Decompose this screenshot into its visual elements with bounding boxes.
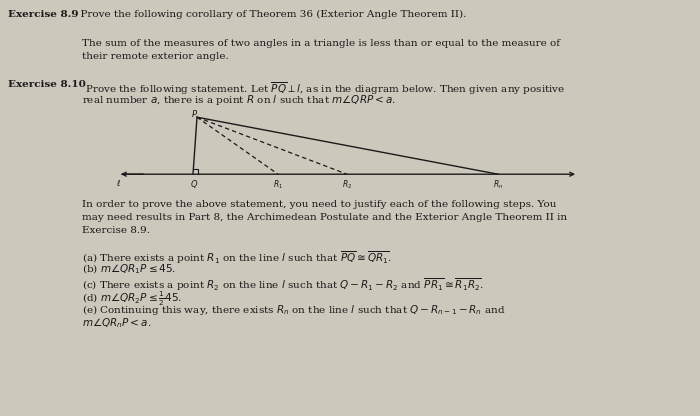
Text: $Q$: $Q$ [190,178,198,190]
Text: (e) Continuing this way, there exists $R_n$ on the line $l$ such that $Q - R_{n-: (e) Continuing this way, there exists $R… [82,302,505,317]
Text: (a) There exists a point $R_1$ on the line $l$ such that $\overline{PQ} \cong \o: (a) There exists a point $R_1$ on the li… [82,250,392,266]
Text: $P$: $P$ [192,108,199,119]
Text: (b) $m\angle QR_1P \leq 45$.: (b) $m\angle QR_1P \leq 45$. [82,263,176,277]
Text: $R_n$: $R_n$ [493,178,503,191]
Text: (c) There exists a point $R_2$ on the line $l$ such that $Q - R_1 - R_2$ and $\o: (c) There exists a point $R_2$ on the li… [82,276,484,293]
Text: Exercise 8.9.: Exercise 8.9. [82,226,150,235]
Text: Exercise 8.10: Exercise 8.10 [8,80,86,89]
Text: Prove the following corollary of Theorem 36 (Exterior Angle Theorem II).: Prove the following corollary of Theorem… [74,10,466,19]
Text: $R_2$: $R_2$ [342,178,352,191]
Text: The sum of the measures of two angles in a triangle is less than or equal to the: The sum of the measures of two angles in… [82,39,560,47]
Text: Prove the following statement. Let $\overline{PQ} \perp l$, as in the diagram be: Prove the following statement. Let $\ove… [82,80,566,97]
Text: may need results in Part 8, the Archimedean Postulate and the Exterior Angle The: may need results in Part 8, the Archimed… [82,213,567,222]
Text: real number $a$, there is a point $R$ on $l$ such that $m\angle QRP < a$.: real number $a$, there is a point $R$ on… [82,93,396,107]
Text: Exercise 8.9: Exercise 8.9 [8,10,78,19]
Text: $R_1$: $R_1$ [273,178,283,191]
Text: $\ell$: $\ell$ [116,178,122,188]
Text: $m\angle QR_nP < a$.: $m\angle QR_nP < a$. [82,316,151,330]
Text: (d) $m\angle QR_2P \leq \frac{1}{2}45$.: (d) $m\angle QR_2P \leq \frac{1}{2}45$. [82,290,182,308]
Text: In order to prove the above statement, you need to justify each of the following: In order to prove the above statement, y… [82,200,556,209]
Text: their remote exterior angle.: their remote exterior angle. [82,52,229,61]
